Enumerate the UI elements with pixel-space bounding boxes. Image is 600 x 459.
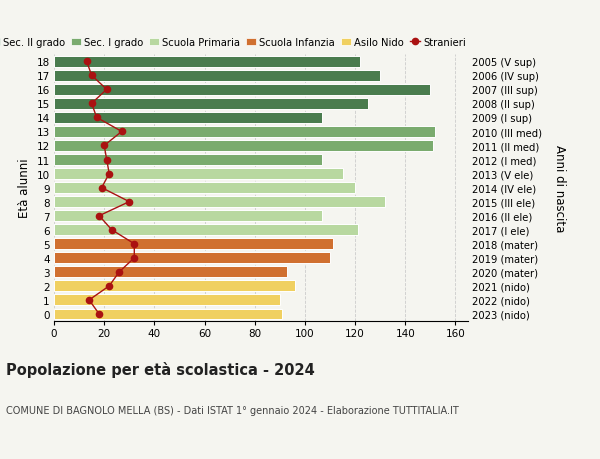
Bar <box>54 112 322 123</box>
Bar <box>54 239 332 250</box>
Bar <box>54 267 287 278</box>
Bar <box>54 197 385 207</box>
Text: COMUNE DI BAGNOLO MELLA (BS) - Dati ISTAT 1° gennaio 2024 - Elaborazione TUTTITA: COMUNE DI BAGNOLO MELLA (BS) - Dati ISTA… <box>6 405 459 415</box>
Bar <box>54 71 380 82</box>
Y-axis label: Età alunni: Età alunni <box>18 158 31 218</box>
Bar <box>54 183 355 194</box>
Bar <box>54 253 330 264</box>
Bar <box>54 281 295 292</box>
Y-axis label: Anni di nascita: Anni di nascita <box>553 145 566 232</box>
Bar <box>54 84 430 95</box>
Bar <box>54 141 433 151</box>
Bar <box>54 211 322 222</box>
Bar <box>54 225 358 235</box>
Legend: Sec. II grado, Sec. I grado, Scuola Primaria, Scuola Infanzia, Asilo Nido, Stran: Sec. II grado, Sec. I grado, Scuola Prim… <box>0 38 466 47</box>
Bar <box>54 99 368 110</box>
Text: Popolazione per età scolastica - 2024: Popolazione per età scolastica - 2024 <box>6 361 315 377</box>
Bar <box>54 127 436 138</box>
Bar <box>54 155 322 166</box>
Bar <box>54 56 360 67</box>
Bar <box>54 169 343 179</box>
Bar <box>54 295 280 306</box>
Bar <box>54 309 283 320</box>
